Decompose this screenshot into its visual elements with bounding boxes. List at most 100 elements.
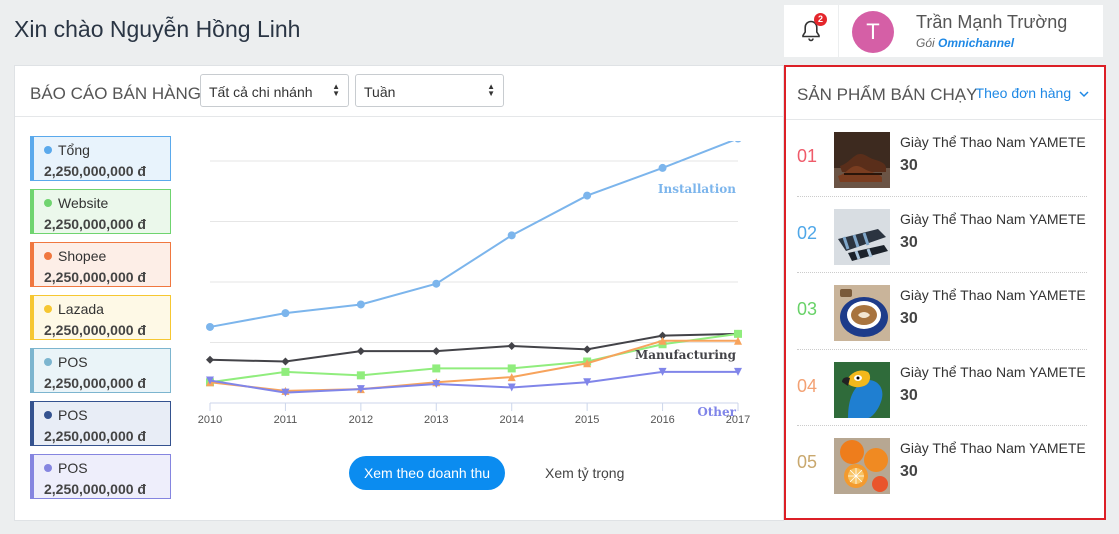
product-name: Giày Thể Thao Nam YAMETE [900,287,1086,303]
data-point [507,231,516,240]
product-quantity: 30 [900,157,918,174]
data-point [507,364,516,373]
data-point [583,191,592,200]
data-point [281,367,290,376]
data-point [583,359,592,368]
x-tick-label: 2012 [349,414,373,426]
view-ratio-button[interactable]: Xem tỷ trọng [545,465,625,481]
legend-item[interactable]: Website 2,250,000,000 đ [30,189,171,234]
data-point [658,163,667,172]
legend-label: Lazada [44,301,170,317]
data-point [507,341,516,350]
data-point [658,331,667,340]
x-tick-label: 2017 [726,414,750,426]
best-seller-item[interactable]: 03 Giày Thể Thao Nam YAMETE 30 [797,273,1087,350]
best-seller-item[interactable]: 04 Giày Thể Thao Nam YAMETE 30 [797,350,1087,426]
legend-value: 2,250,000,000 đ [44,375,146,391]
series-label: Other [697,405,736,419]
select-arrows-icon: ▲ ▼ [487,82,495,98]
product-quantity: 30 [900,386,918,404]
best-sellers-title: SẢN PHẨM BÁN CHẠY [797,85,978,104]
best-sellers-panel: SẢN PHẨM BÁN CHẠY Theo đơn hàng 01 Giày T… [784,65,1106,520]
series-line [209,370,738,394]
legend-item[interactable]: Shopee 2,250,000,000 đ [30,242,171,287]
data-point [356,347,365,356]
branch-select[interactable]: Tất cả chi nhánh ▲ ▼ [200,74,349,107]
chevron-down-icon [1079,91,1089,98]
legend-item[interactable]: POS 2,250,000,000 đ [30,401,171,446]
product-name: Giày Thể Thao Nam YAMETE [900,210,1086,227]
data-point [734,141,742,143]
data-point [734,367,742,376]
best-sellers-header: SẢN PHẨM BÁN CHẠY Theo đơn hàng [786,67,1104,120]
user-profile[interactable]: T Trần Mạnh Trường Gói Omnichannel [839,5,1103,57]
user-plan: Gói Omnichannel [916,36,1015,50]
product-quantity: 30 [900,310,918,327]
legend-label: POS [44,354,170,370]
product-quantity: 30 [900,463,918,480]
legend-item[interactable]: POS 2,250,000,000 đ [30,348,171,393]
legend-dot-icon [44,146,52,154]
x-tick-label: 2010 [198,414,222,426]
legend-label: Tổng [44,142,170,158]
channel-legend: Tổng 2,250,000,000 đ Website 2,250,000,000 … [30,136,171,507]
data-point [206,376,214,385]
data-point [356,300,365,309]
product-image [834,361,890,418]
x-tick-label: 2013 [424,414,448,426]
series-label: Installation [658,182,736,196]
sort-dropdown[interactable]: Theo đơn hàng [976,85,1089,101]
rank-number: 01 [797,146,818,166]
legend-value: 2,250,000,000 đ [44,322,146,338]
report-header: BÁO CÁO BÁN HÀNG Tất cả chi nhánh ▲ ▼ Tuầ… [15,66,783,117]
legend-value: 2,250,000,000 đ [44,269,146,285]
best-sellers-list: 01 Giày Thể Thao Nam YAMETE 30 02 Giày Thể T… [786,120,1104,503]
best-seller-item[interactable]: 02 Giày Thể Thao Nam YAMETE 30 [797,197,1087,273]
view-revenue-button[interactable]: Xem theo doanh thu [349,456,505,490]
x-tick-label: 2011 [274,414,298,426]
series-line [209,339,738,392]
best-seller-item[interactable]: 05 Giày Thể Thao Nam YAMETE 30 [797,426,1087,503]
product-name: Giày Thể Thao Nam YAMETE [900,134,1086,150]
legend-label: POS [44,407,170,423]
product-quantity: 30 [900,233,918,251]
legend-item[interactable]: POS 2,250,000,000 đ [30,454,171,499]
sales-line-chart: 2010 2011 2012 2013 2014 2015 2016 2017 Installa… [198,141,750,426]
data-point [507,383,516,392]
legend-value: 2,250,000,000 đ [44,216,146,232]
page-greeting: Xin chào Nguyễn Hồng Linh [14,16,301,42]
data-point [432,279,441,288]
legend-label: Website [44,195,170,211]
legend-dot-icon [44,411,52,419]
product-image [834,208,890,265]
period-select[interactable]: Tuần ▲ ▼ [355,74,504,107]
data-point [432,379,441,388]
legend-dot-icon [44,464,52,472]
data-point [734,329,742,338]
rank-number: 04 [797,375,818,396]
data-point [281,357,290,366]
legend-dot-icon [44,199,52,207]
data-point [432,347,441,356]
legend-dot-icon [44,252,52,260]
legend-dot-icon [44,358,52,366]
legend-value: 2,250,000,000 đ [44,428,146,444]
data-point [281,309,290,318]
legend-value: 2,250,000,000 đ [44,481,146,497]
data-point [356,371,365,380]
data-point [206,322,214,331]
notification-button[interactable]: 2 [784,5,838,57]
legend-item[interactable]: Lazada 2,250,000,000 đ [30,295,171,340]
data-point [658,367,667,376]
rank-number: 02 [797,222,818,243]
legend-item[interactable]: Tổng 2,250,000,000 đ [30,136,171,181]
legend-value: 2,250,000,000 đ [44,163,146,179]
bell-icon: 2 [799,13,827,43]
product-name: Giày Thể Thao Nam YAMETE [900,440,1086,456]
data-point [281,388,290,397]
data-point [507,373,516,382]
data-point [356,385,365,394]
legend-label: Shopee [44,248,170,264]
best-seller-item[interactable]: 01 Giày Thể Thao Nam YAMETE 30 [797,120,1087,197]
user-name: Trần Mạnh Trường [916,12,1068,32]
